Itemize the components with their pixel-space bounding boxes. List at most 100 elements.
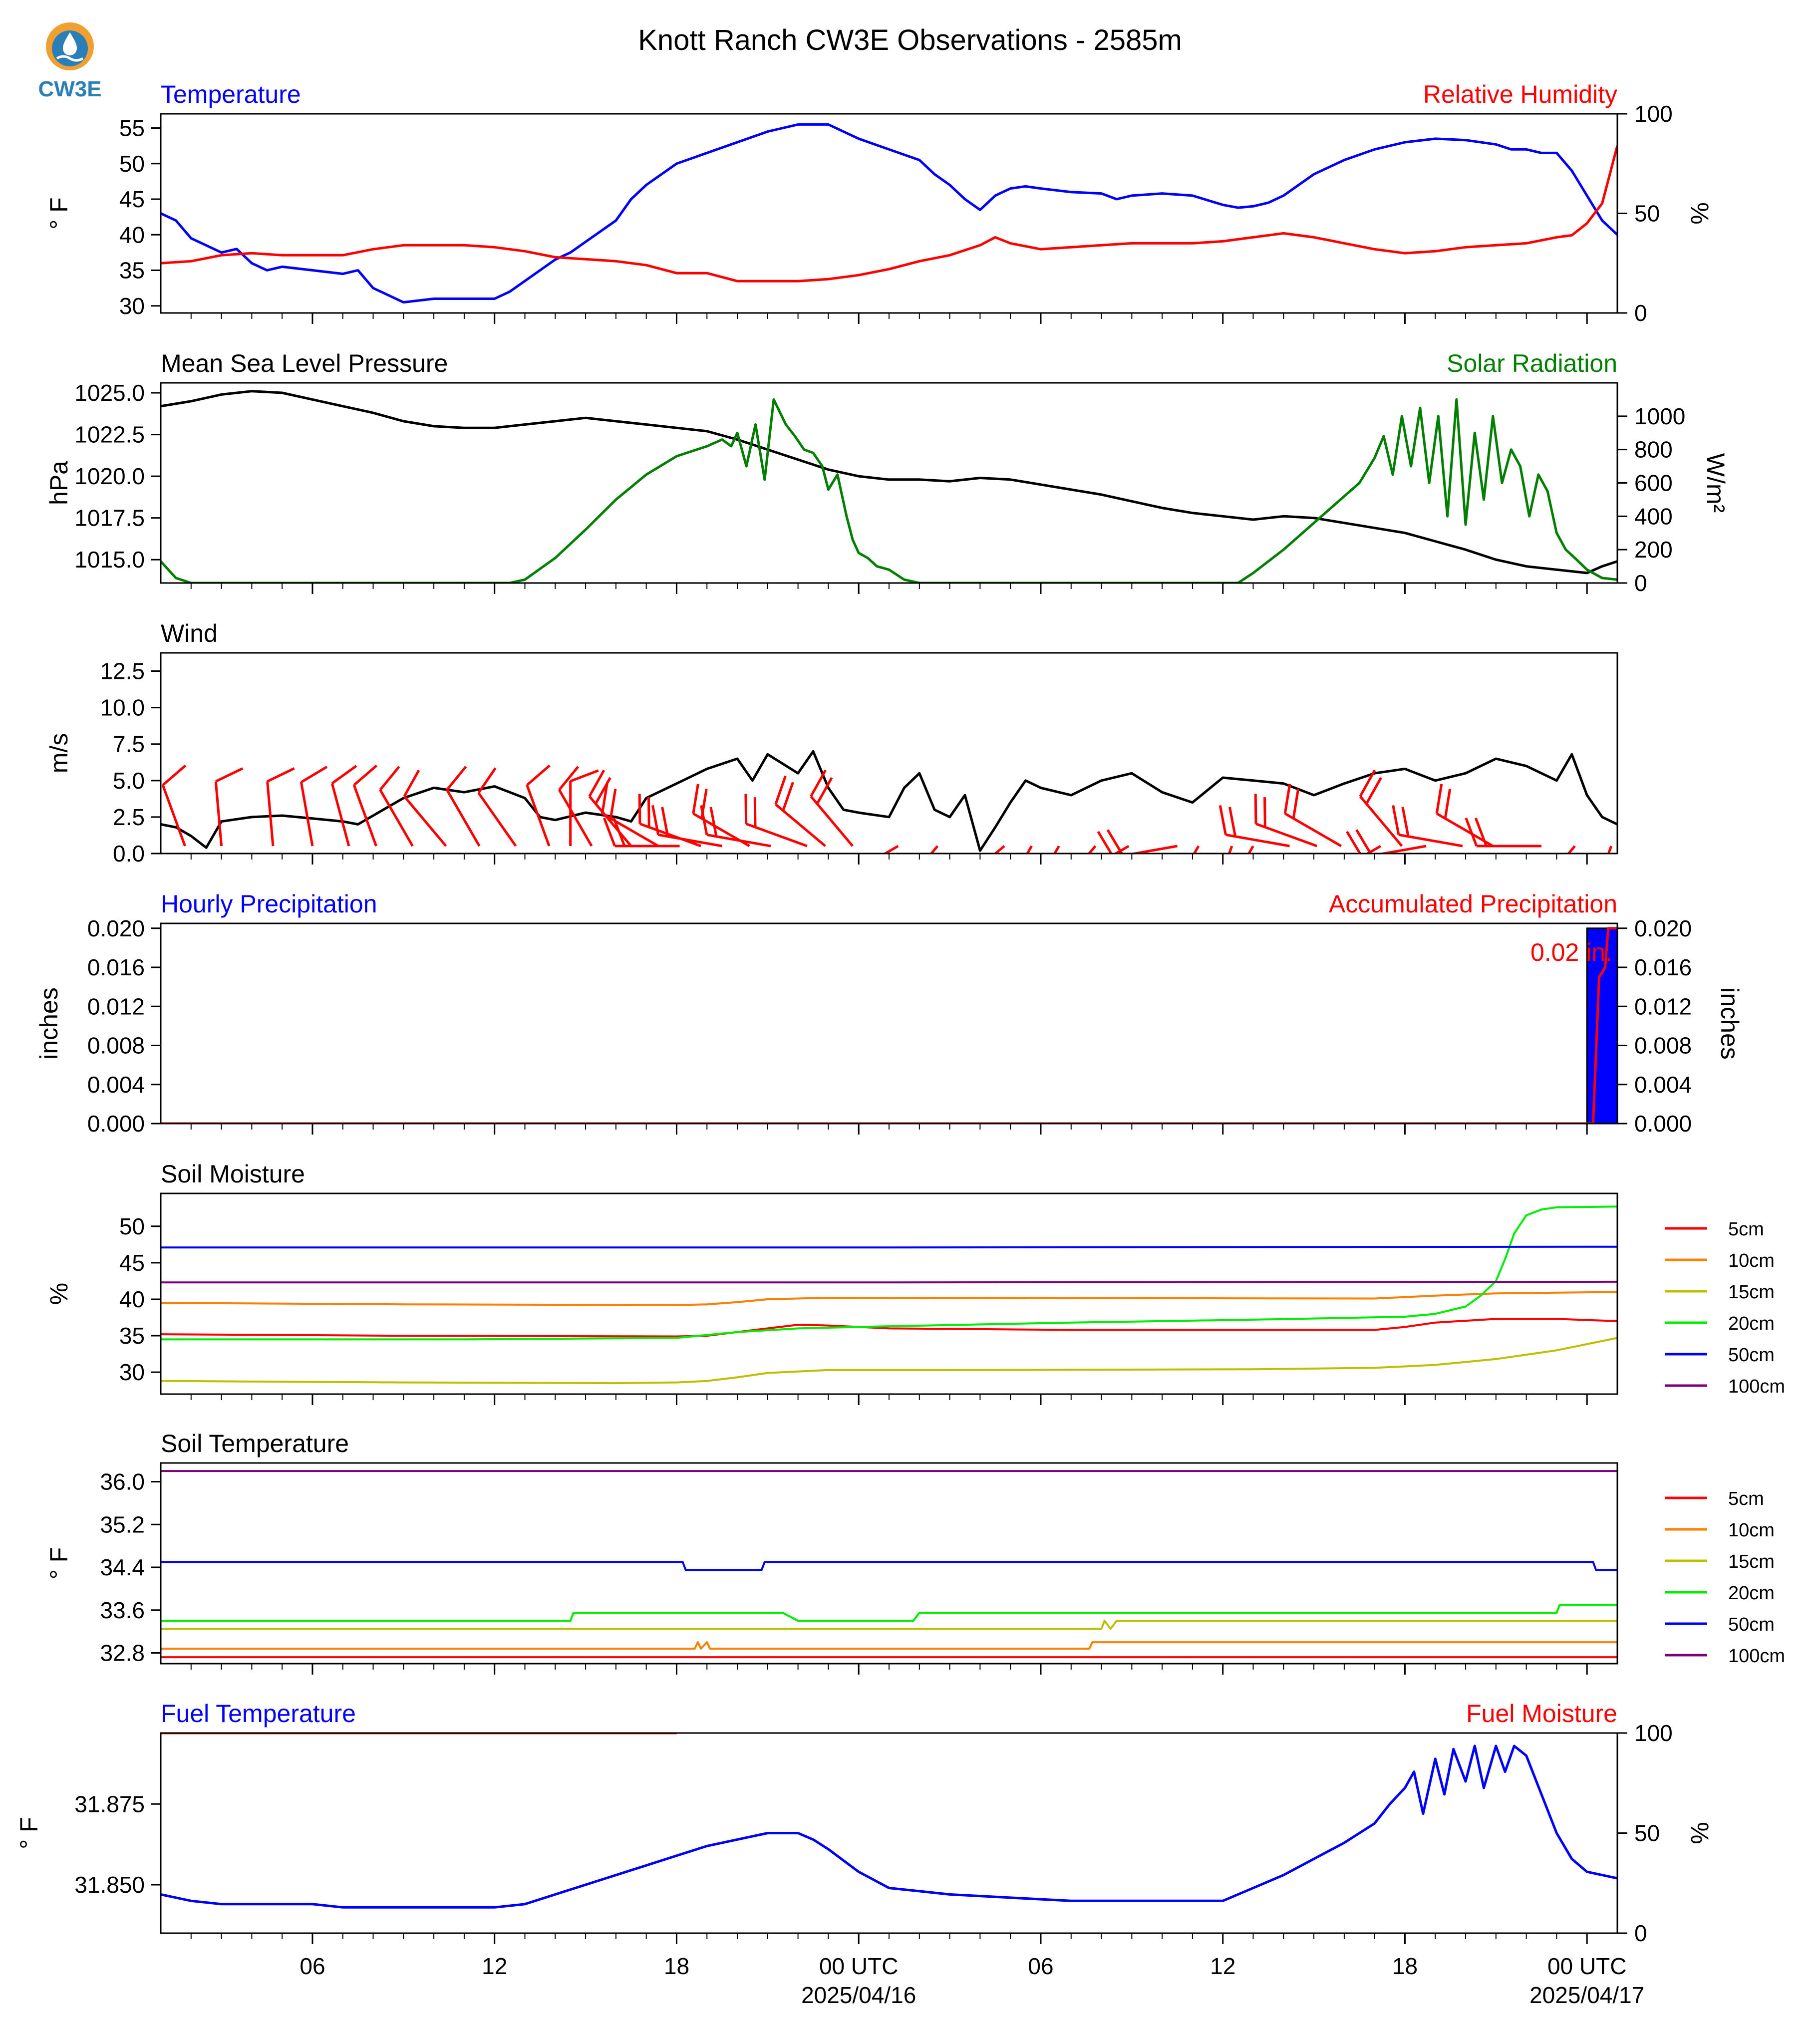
y-tick-label-right: 400: [1634, 503, 1673, 529]
wind-barb-shaft: [526, 784, 551, 847]
wind-barb-flag: [526, 764, 551, 786]
wind-barb: [588, 769, 632, 847]
wind-barb-flag: [1292, 789, 1300, 819]
wind-barb: [603, 818, 680, 848]
series-line-10cm: [161, 1291, 1617, 1306]
wind-barb-shaft: [161, 784, 186, 847]
wind-barb-flag: [267, 767, 295, 783]
wind-barb-flag: [1254, 794, 1257, 824]
wind-barb-shaft: [810, 795, 854, 847]
y-tick-label-right: 50: [1634, 201, 1660, 227]
wind-barb-shaft: [330, 783, 350, 847]
panel-title-left: Temperature: [161, 80, 301, 108]
series-line-10cm: [161, 1641, 1617, 1650]
y-tick-label-left: 0.012: [87, 993, 145, 1019]
legend-label: 10cm: [1728, 1250, 1775, 1271]
series-line-15cm: [161, 1620, 1617, 1630]
panel-title-left: Soil Temperature: [161, 1430, 349, 1457]
y-tick-label-left: 2.5: [113, 804, 145, 830]
wind-barb-shaft: [477, 792, 517, 847]
wind-barb-flag: [1355, 829, 1372, 854]
wind-barb-flag: [651, 805, 660, 835]
wind-barb: [558, 766, 593, 847]
wind-barb-shaft: [1128, 845, 1178, 854]
y-tick-label-right: 0: [1634, 1920, 1647, 1946]
wind-barb-flag: [609, 789, 617, 819]
precip-bar: [1586, 927, 1617, 1124]
wind-barb-flag: [215, 767, 244, 783]
wind-barb: [1283, 784, 1342, 848]
y-tick-label-left: 1015.0: [74, 547, 145, 573]
wind-barb: [161, 764, 187, 847]
wind-barb-flag: [1392, 805, 1400, 835]
y-tick-label-right: 0: [1634, 300, 1647, 326]
plot-area: [161, 123, 1617, 304]
series-line-50cm: [161, 1245, 1617, 1249]
y-tick-label-right: 0.012: [1634, 993, 1692, 1019]
x-tick-label: 18: [664, 1953, 689, 1979]
wind-barb-flag: [1218, 805, 1227, 835]
wind-barb-flag: [1465, 818, 1478, 847]
wind-barb-flag: [1228, 807, 1237, 837]
panel-title-left: Wind: [161, 619, 218, 647]
x-tick-label: 00 UTC: [1547, 1953, 1626, 1979]
wind-barb: [266, 767, 295, 847]
wind-barb-flag: [162, 764, 187, 786]
wind-barb-shaft: [1255, 823, 1318, 848]
cw3e-logo: CW3E: [38, 22, 102, 101]
wind-barb-shaft: [214, 781, 223, 847]
y-axis-label-right: %: [1686, 202, 1714, 224]
wind-barb: [638, 794, 701, 848]
y-tick-label-left: 40: [119, 222, 145, 248]
y-axis-label-right: %: [1686, 1822, 1714, 1844]
x-tick-label: 12: [1210, 1953, 1235, 1979]
panel-fuel: Fuel Temperature Fuel Moisture 31.850 31.87…: [15, 1700, 1714, 1946]
wind-barb-flag: [603, 818, 616, 847]
wind-barb-flag: [661, 807, 669, 837]
y-tick-label-left: 1017.5: [74, 505, 145, 531]
panel-temp_rh: Temperature Relative Humidity 30 35 40 45 50 55…: [45, 80, 1714, 326]
y-tick-label-left: 34.4: [100, 1554, 145, 1580]
wind-barb: [1465, 818, 1542, 848]
wind-barb-flag: [1106, 829, 1124, 854]
wind-barb-flag: [403, 769, 420, 797]
legend: 5cm 10cm 15cm 20cm 50cm 100cm: [1665, 1219, 1785, 1397]
y-tick-label-right: 600: [1634, 470, 1673, 496]
y-tick-label-left: 32.8: [100, 1640, 145, 1666]
wind-barb-flag: [588, 769, 606, 797]
x-tick-date-label: 2025/04/17: [1529, 1982, 1644, 2008]
series-line-20cm: [161, 1205, 1617, 1341]
wind-barb: [330, 765, 357, 847]
wind-barb-flag: [774, 775, 787, 805]
wind-barb-flag: [477, 767, 497, 794]
y-tick-label-right: 0.008: [1634, 1033, 1692, 1059]
wind-barb-flag: [570, 769, 599, 783]
wind-barb-shaft: [1284, 812, 1342, 848]
y-tick-label-left: 35.2: [100, 1511, 145, 1537]
plot-area: [161, 390, 1617, 583]
panel-precip: Hourly Precipitation Accumulated Precipit…: [35, 890, 1744, 1137]
logo-drop-icon: [63, 32, 77, 55]
wind-barb-shaft: [1376, 845, 1427, 854]
y-tick-label-left: 30: [119, 293, 145, 319]
logo-text: CW3E: [38, 77, 101, 101]
wind-barb: [1254, 794, 1318, 848]
y-tick-label-left: 12.5: [100, 658, 145, 684]
precip-total-label: 0.02 in.: [1530, 938, 1612, 966]
legend-label: 15cm: [1728, 1282, 1775, 1303]
y-tick-label-left: 0.004: [87, 1072, 145, 1098]
series-line-relative-humidity: [161, 145, 1617, 283]
legend-label: 10cm: [1728, 1520, 1775, 1541]
x-tick-label: 12: [482, 1953, 507, 1979]
panel-title-right: Solar Radiation: [1447, 349, 1617, 377]
wind-barb-shaft: [379, 789, 414, 847]
panel-title-left: Hourly Precipitation: [161, 890, 377, 918]
x-tick-label: 18: [1392, 1953, 1418, 1979]
wind-barb-shaft: [300, 782, 314, 847]
legend-label: 100cm: [1728, 1646, 1785, 1667]
x-tick-date-label: 2025/04/16: [801, 1982, 916, 2008]
y-tick-label-left: 31.875: [74, 1791, 145, 1817]
legend-label: 5cm: [1728, 1219, 1764, 1240]
wind-barb: [352, 764, 378, 847]
y-axis-label-left: inches: [35, 987, 63, 1060]
